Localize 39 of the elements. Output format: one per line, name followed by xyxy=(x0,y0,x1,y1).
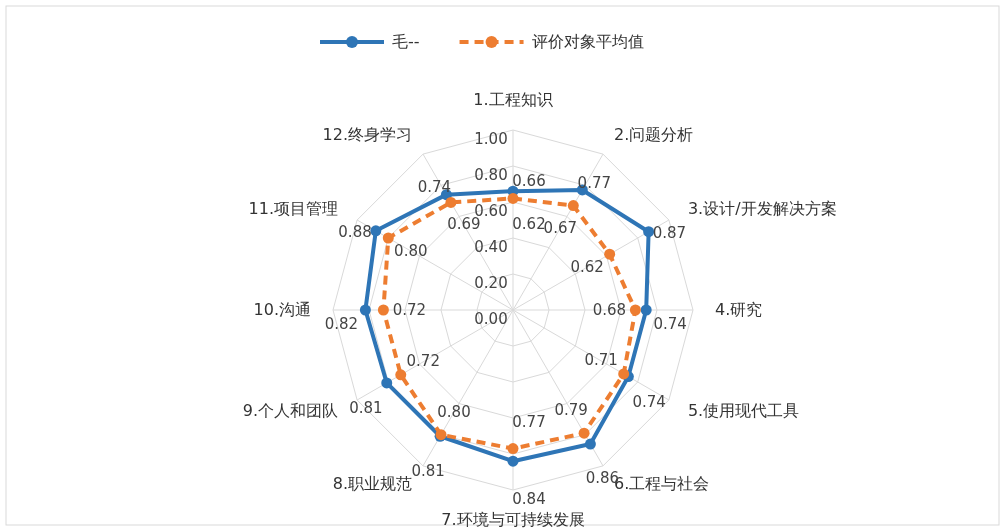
data-label: 0.88 xyxy=(338,223,372,242)
spoke-label: 9.个人和团队 xyxy=(242,400,339,420)
data-label: 0.62 xyxy=(570,257,604,276)
y-tick-label: 0.40 xyxy=(474,237,508,256)
data-label: 0.79 xyxy=(554,401,588,420)
data-label: 0.81 xyxy=(411,461,445,480)
data-label: 0.84 xyxy=(512,489,546,508)
data-label: 0.80 xyxy=(437,402,471,421)
spoke-label: 2.问题分析 xyxy=(614,124,694,144)
spoke-label: 10.沟通 xyxy=(253,299,311,319)
data-label: 0.68 xyxy=(592,300,627,319)
spoke-label: 8.职业规范 xyxy=(332,474,412,494)
legend-label: 毛-- xyxy=(392,31,420,51)
data-label: 0.81 xyxy=(349,399,383,418)
legend-label: 评价对象平均值 xyxy=(531,31,644,51)
spoke-label: 5.使用现代工具 xyxy=(687,400,800,420)
y-tick-label: 1.00 xyxy=(474,129,508,148)
data-label: 0.66 xyxy=(512,171,546,190)
data-label: 0.67 xyxy=(543,218,577,237)
y-tick-label: 0.80 xyxy=(474,165,508,184)
spoke-label: 7.环境与可持续发展 xyxy=(441,509,585,529)
y-tick-label: 0.00 xyxy=(474,309,508,328)
spoke-label: 1.工程知识 xyxy=(473,89,553,109)
data-label: 0.87 xyxy=(652,224,687,243)
data-label: 0.82 xyxy=(324,314,359,333)
spoke-label: 3.设计/开发解决方案 xyxy=(687,198,837,218)
data-label: 0.77 xyxy=(512,413,546,432)
spoke-label: 4.研究 xyxy=(715,299,763,319)
data-label: 0.74 xyxy=(417,178,452,197)
data-label: 0.74 xyxy=(653,314,687,333)
data-label: 0.71 xyxy=(584,351,618,370)
data-label: 0.72 xyxy=(406,352,440,371)
data-label: 0.77 xyxy=(577,173,611,192)
spoke-label: 11.项目管理 xyxy=(248,198,339,218)
data-label: 0.72 xyxy=(392,300,427,319)
y-tick-label: 0.20 xyxy=(474,273,508,292)
data-label: 0.74 xyxy=(632,393,666,412)
data-label: 0.80 xyxy=(394,241,428,260)
spoke-label: 12.终身学习 xyxy=(322,124,412,144)
